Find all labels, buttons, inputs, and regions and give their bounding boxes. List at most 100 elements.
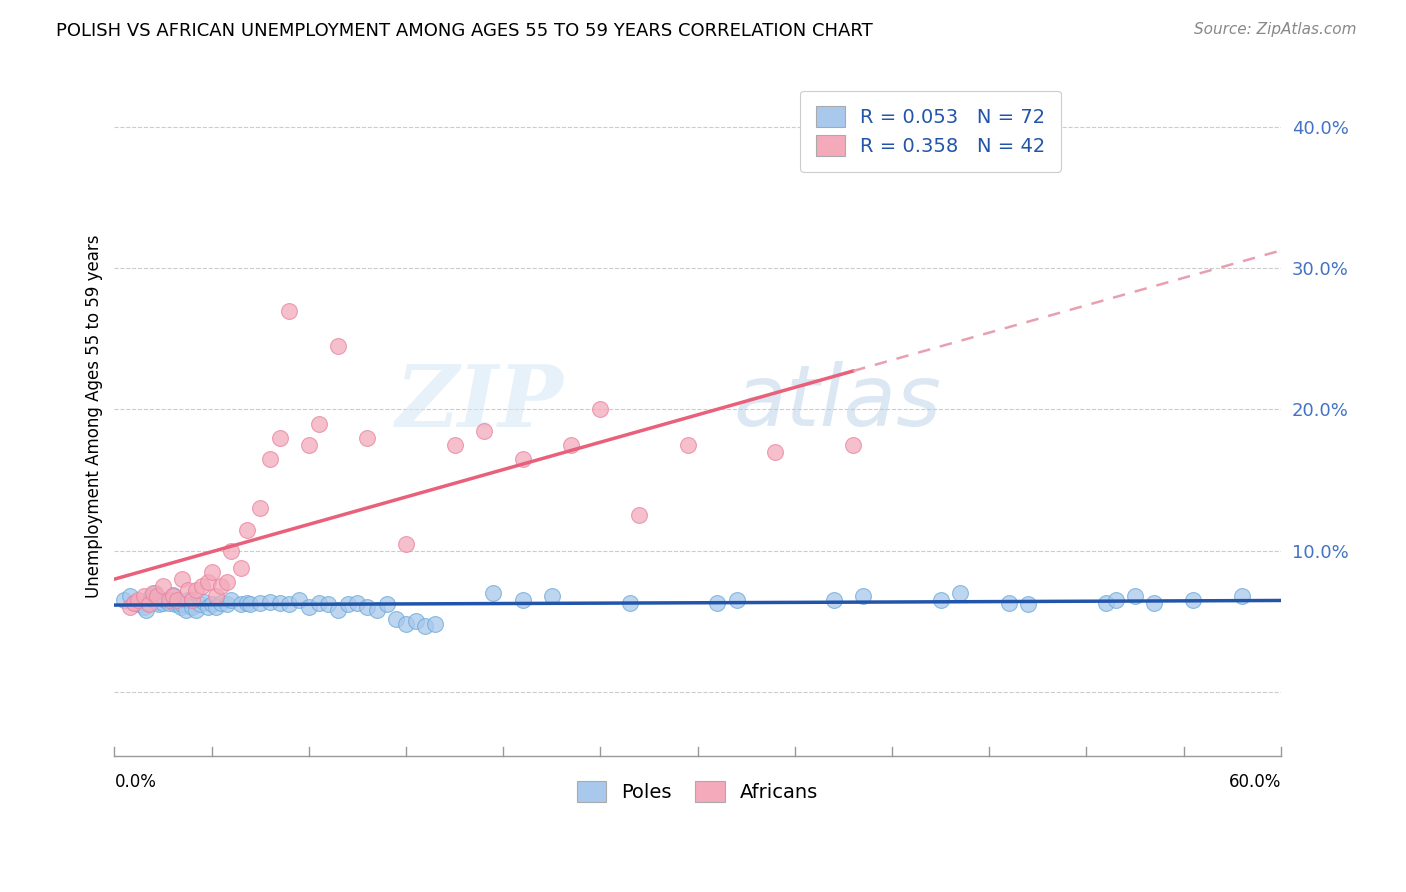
Point — [589, 402, 612, 417]
Point — [1104, 593, 1126, 607]
Point — [201, 598, 224, 612]
Point — [181, 600, 204, 615]
Point — [204, 589, 226, 603]
Point — [249, 501, 271, 516]
Point — [172, 598, 194, 612]
Point — [298, 438, 321, 452]
Point — [219, 543, 242, 558]
Point — [415, 618, 437, 632]
Point — [298, 600, 321, 615]
Point — [278, 303, 301, 318]
Point — [229, 560, 252, 574]
Point — [308, 417, 330, 431]
Point — [112, 593, 135, 607]
Point — [138, 598, 160, 612]
Text: POLISH VS AFRICAN UNEMPLOYMENT AMONG AGES 55 TO 59 YEARS CORRELATION CHART: POLISH VS AFRICAN UNEMPLOYMENT AMONG AGE… — [56, 22, 873, 40]
Point — [118, 600, 141, 615]
Point — [706, 596, 728, 610]
Point — [148, 598, 170, 612]
Point — [763, 445, 786, 459]
Point — [134, 603, 156, 617]
Point — [166, 593, 188, 607]
Point — [176, 603, 198, 617]
Point — [852, 589, 875, 603]
Text: 0.0%: 0.0% — [114, 772, 156, 790]
Point — [308, 596, 330, 610]
Point — [163, 598, 186, 612]
Point — [177, 593, 200, 607]
Point — [1143, 596, 1166, 610]
Point — [929, 593, 952, 607]
Point — [316, 598, 339, 612]
Point — [425, 617, 447, 632]
Point — [823, 593, 845, 607]
Point — [540, 589, 562, 603]
Point — [443, 438, 465, 452]
Point — [346, 596, 368, 610]
Point — [269, 596, 291, 610]
Point — [1095, 596, 1118, 610]
Point — [842, 438, 865, 452]
Point — [184, 583, 207, 598]
Point — [395, 536, 418, 550]
Point — [229, 598, 252, 612]
Point — [157, 596, 180, 610]
Point — [259, 451, 281, 466]
Point — [482, 586, 505, 600]
Point — [326, 339, 349, 353]
Text: 60.0%: 60.0% — [1229, 772, 1281, 790]
Point — [239, 598, 262, 612]
Point — [1182, 593, 1205, 607]
Point — [375, 598, 398, 612]
Point — [204, 600, 226, 615]
Point — [512, 593, 534, 607]
Point — [356, 600, 378, 615]
Point — [235, 523, 257, 537]
Point — [336, 598, 359, 612]
Point — [1017, 598, 1039, 612]
Point — [676, 438, 699, 452]
Point — [269, 431, 291, 445]
Point — [127, 598, 149, 612]
Point — [472, 424, 495, 438]
Text: Source: ZipAtlas.com: Source: ZipAtlas.com — [1194, 22, 1357, 37]
Point — [217, 574, 239, 589]
Point — [326, 603, 349, 617]
Point — [177, 583, 200, 598]
Point — [259, 594, 281, 608]
Point — [405, 615, 427, 629]
Point — [201, 565, 224, 579]
Point — [725, 593, 748, 607]
Point — [152, 596, 174, 610]
Point — [152, 579, 174, 593]
Point — [278, 598, 301, 612]
Point — [1123, 589, 1146, 603]
Point — [356, 431, 378, 445]
Point — [184, 603, 207, 617]
Point — [169, 600, 191, 615]
Point — [395, 617, 418, 632]
Y-axis label: Unemployment Among Ages 55 to 59 years: Unemployment Among Ages 55 to 59 years — [86, 235, 103, 599]
Point — [197, 600, 219, 615]
Point — [122, 596, 145, 610]
Point — [143, 586, 166, 600]
Point — [560, 438, 582, 452]
Point — [209, 579, 232, 593]
Point — [1230, 589, 1253, 603]
Point — [235, 596, 257, 610]
Point — [142, 593, 165, 607]
Point — [181, 593, 204, 607]
Point — [162, 588, 184, 602]
Point — [997, 596, 1019, 610]
Point — [288, 593, 311, 607]
Point — [132, 589, 155, 603]
Point — [949, 586, 972, 600]
Point — [366, 603, 388, 617]
Point — [162, 589, 184, 603]
Point — [157, 593, 180, 607]
Point — [141, 589, 163, 603]
Point — [146, 594, 169, 608]
Point — [122, 596, 145, 610]
Point — [209, 596, 232, 610]
Text: ZIP: ZIP — [395, 361, 564, 445]
